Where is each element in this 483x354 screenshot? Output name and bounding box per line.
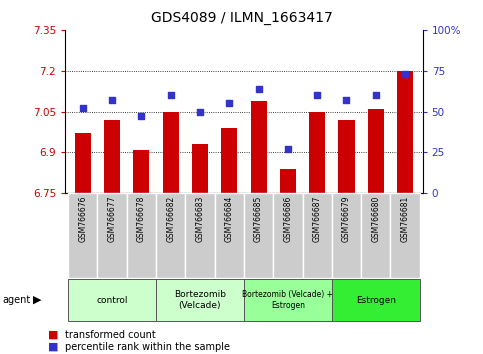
Text: agent: agent (2, 295, 30, 305)
FancyBboxPatch shape (332, 193, 361, 278)
Bar (104, 120, 120, 193)
FancyBboxPatch shape (68, 279, 156, 321)
Bar (280, 169, 296, 193)
Point (284, 146, 292, 152)
Point (79, 105, 86, 111)
Text: control: control (96, 296, 128, 304)
FancyBboxPatch shape (156, 193, 185, 278)
Text: Bortezomib (Velcade) +
Estrogen: Bortezomib (Velcade) + Estrogen (242, 290, 333, 310)
FancyBboxPatch shape (302, 193, 332, 278)
Bar (368, 109, 384, 193)
Text: Bortezomib
(Velcade): Bortezomib (Velcade) (174, 290, 226, 310)
FancyBboxPatch shape (244, 193, 273, 278)
Text: GSM766685: GSM766685 (254, 195, 263, 242)
FancyBboxPatch shape (127, 193, 156, 278)
Text: transformed count: transformed count (65, 330, 156, 339)
Text: ▶: ▶ (33, 295, 42, 305)
Text: GSM766676: GSM766676 (78, 195, 87, 242)
FancyBboxPatch shape (390, 193, 420, 278)
FancyBboxPatch shape (361, 193, 390, 278)
Text: Estrogen: Estrogen (356, 296, 396, 304)
Bar (133, 149, 149, 193)
FancyBboxPatch shape (332, 279, 420, 321)
Point (255, 86, 262, 92)
Text: GSM766684: GSM766684 (225, 195, 234, 242)
Bar (221, 128, 237, 193)
FancyBboxPatch shape (156, 279, 244, 321)
Text: GSM766682: GSM766682 (166, 195, 175, 242)
FancyBboxPatch shape (68, 193, 98, 278)
Text: GDS4089 / ILMN_1663417: GDS4089 / ILMN_1663417 (151, 11, 332, 25)
Text: GSM766683: GSM766683 (196, 195, 204, 242)
Text: ■: ■ (48, 342, 59, 352)
Bar (339, 120, 355, 193)
Point (167, 92, 174, 98)
FancyBboxPatch shape (214, 193, 244, 278)
FancyBboxPatch shape (244, 279, 332, 321)
Text: GSM766679: GSM766679 (342, 195, 351, 242)
Point (108, 97, 116, 103)
Bar (397, 71, 413, 193)
Point (226, 101, 233, 106)
Bar (75, 133, 91, 193)
Bar (309, 112, 325, 193)
Text: percentile rank within the sample: percentile rank within the sample (65, 342, 230, 352)
Text: GSM766680: GSM766680 (371, 195, 380, 242)
Text: GSM766681: GSM766681 (400, 195, 410, 242)
Bar (163, 112, 179, 193)
Point (342, 97, 350, 103)
Text: ■: ■ (48, 330, 59, 339)
Text: GSM766686: GSM766686 (284, 195, 292, 242)
Bar (192, 144, 208, 193)
Bar (251, 101, 267, 193)
Point (138, 114, 145, 119)
FancyBboxPatch shape (273, 193, 302, 278)
Text: GSM766687: GSM766687 (313, 195, 322, 242)
Point (401, 71, 409, 77)
Text: GSM766677: GSM766677 (108, 195, 116, 242)
FancyBboxPatch shape (98, 193, 127, 278)
Point (372, 92, 380, 98)
Point (313, 92, 321, 98)
Point (196, 109, 204, 114)
Text: GSM766678: GSM766678 (137, 195, 146, 242)
FancyBboxPatch shape (185, 193, 214, 278)
